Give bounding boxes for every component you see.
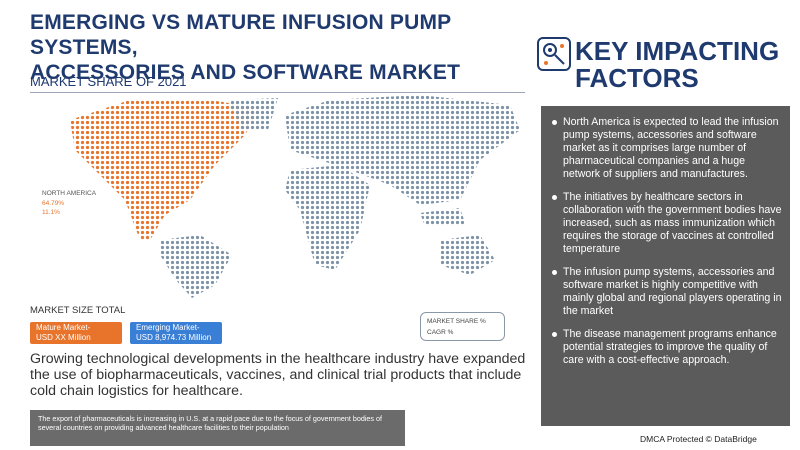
north-america — [70, 100, 260, 240]
eurasia — [285, 95, 520, 205]
mature-name: Mature Market- — [36, 323, 91, 332]
legend: MARKET SHARE % CAGR % — [420, 312, 505, 341]
title: EMERGING VS MATURE INFUSION PUMP SYSTEMS… — [30, 10, 530, 85]
factor: The infusion pump systems, accessories a… — [551, 266, 782, 318]
title-line: EMERGING VS MATURE INFUSION PUMP SYSTEMS… — [30, 11, 451, 59]
southeast-asia — [420, 208, 466, 226]
australia — [440, 235, 495, 275]
factor: The initiatives by healthcare sectors in… — [551, 191, 782, 256]
description: Growing technological developments in th… — [30, 351, 526, 399]
africa — [285, 165, 370, 270]
emerging-name: Emerging Market- — [136, 323, 200, 332]
region-label: NORTH AMERICA — [42, 190, 97, 197]
sidebar-title-line: FACTORS — [575, 63, 699, 93]
mature-box: Mature Market- USD XX Million — [30, 322, 122, 344]
factors-list: North America is expected to lead the in… — [551, 116, 782, 367]
legend-cagr: CAGR % — [427, 329, 454, 336]
factor: North America is expected to lead the in… — [551, 116, 782, 181]
sidebar-title: KEY IMPACTING FACTORS — [575, 38, 779, 92]
factors-panel: North America is expected to lead the in… — [541, 106, 790, 426]
emerging-value: USD 8,974.73 Million — [136, 333, 212, 342]
south-america — [160, 235, 232, 298]
world-map: NORTH AMERICA 64.79% 11.1% — [42, 95, 520, 298]
title-line: ACCESSORIES AND SOFTWARE MARKET — [30, 61, 461, 84]
sidebar-title-line: KEY IMPACTING — [575, 36, 780, 66]
region-share: 64.79% — [42, 200, 64, 207]
factor: The disease management programs enhance … — [551, 328, 782, 367]
footer-note: The export of pharmaceuticals is increas… — [30, 410, 405, 446]
credit: DMCA Protected © DataBridge — [640, 434, 757, 444]
emerging-box: Emerging Market- USD 8,974.73 Million — [130, 322, 222, 344]
subtitle: MARKET SHARE OF 2021 — [30, 74, 525, 93]
region-cagr: 11.1% — [42, 209, 60, 216]
mature-value: USD XX Million — [36, 333, 91, 342]
market-size-label: MARKET SIZE TOTAL — [30, 305, 126, 316]
factors-icon — [537, 37, 571, 71]
legend-share: MARKET SHARE % — [427, 318, 486, 325]
greenland — [228, 98, 278, 130]
